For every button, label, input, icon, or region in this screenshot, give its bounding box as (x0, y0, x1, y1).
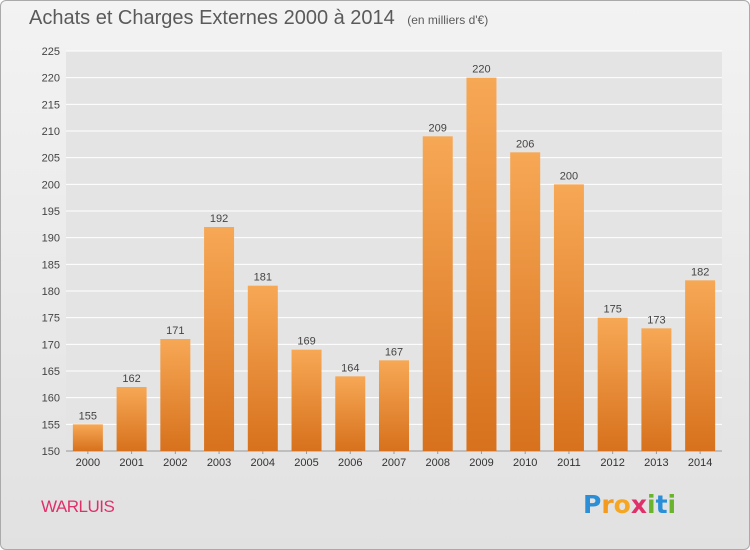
x-tick-label: 2004 (251, 457, 275, 469)
y-tick-label: 165 (42, 366, 60, 378)
x-tick-label: 2000 (76, 457, 100, 469)
bar (291, 349, 322, 451)
x-tick-label: 2011 (557, 457, 581, 469)
y-tick-label: 220 (42, 73, 60, 85)
x-tick-label: 2014 (688, 457, 712, 469)
bar-value-label: 220 (472, 64, 490, 76)
chart-title: Achats et Charges Externes 2000 à 2014 (… (29, 7, 488, 30)
y-tick-label: 180 (42, 286, 60, 298)
bar (335, 376, 366, 451)
bar (72, 424, 103, 451)
x-tick-label: 2002 (163, 457, 187, 469)
bar (553, 184, 584, 452)
bar (641, 328, 672, 451)
x-tick-label: 2010 (513, 457, 537, 469)
bar-value-label: 173 (647, 314, 665, 326)
bar-value-label: 206 (516, 138, 534, 150)
y-tick-label: 190 (42, 233, 60, 245)
bar-value-label: 209 (429, 122, 447, 134)
x-tick-label: 2003 (207, 457, 231, 469)
bar (116, 387, 147, 451)
proxiti-logo: Proxiti (583, 490, 676, 519)
y-tick-label: 185 (42, 259, 60, 271)
y-tick-label: 170 (42, 339, 60, 351)
bar (247, 285, 278, 451)
x-tick-label: 2006 (338, 457, 362, 469)
bar-value-label: 182 (691, 266, 709, 278)
commune-name: WARLUIS (41, 497, 115, 516)
bar-value-label: 171 (166, 325, 184, 337)
bar-value-label: 164 (341, 362, 359, 374)
bar-value-label: 167 (385, 346, 403, 358)
bar-value-label: 175 (603, 304, 621, 316)
x-tick-label: 2007 (382, 457, 406, 469)
x-tick-label: 2012 (600, 457, 624, 469)
x-tick-label: 2009 (469, 457, 493, 469)
x-tick-label: 2013 (644, 457, 668, 469)
y-tick-label: 175 (42, 313, 60, 325)
bar-value-label: 162 (122, 373, 140, 385)
x-tick-label: 2001 (119, 457, 143, 469)
logo-letter: x (630, 490, 647, 519)
logo-letter: i (667, 490, 677, 519)
x-tick-label: 2005 (294, 457, 318, 469)
y-tick-label: 210 (42, 126, 60, 138)
logo-letter: P (583, 490, 602, 519)
y-tick-label: 200 (42, 179, 60, 191)
bar-value-label: 169 (297, 336, 315, 348)
bar (597, 317, 628, 451)
x-tick-label: 2008 (425, 457, 449, 469)
bar (466, 77, 497, 452)
logo-letter: i (647, 490, 656, 519)
bar-value-label: 200 (560, 170, 578, 182)
y-tick-label: 155 (42, 419, 60, 431)
chart-unit: (en milliers d'€) (407, 13, 489, 27)
bar (422, 136, 453, 452)
bar (379, 360, 409, 451)
chart-title-text: Achats et Charges Externes 2000 à 2014 (29, 7, 395, 29)
plot-area: 150 155 160 165 170 175 180 185 190 195 200 205 210 2… (42, 46, 722, 469)
bar-value-label: 181 (254, 272, 272, 284)
logo-letter: o (613, 490, 631, 519)
y-tick-label: 225 (42, 46, 60, 58)
logo-letter: r (601, 490, 614, 519)
bar (204, 227, 235, 451)
bar (685, 280, 716, 451)
y-tick-label: 205 (42, 153, 60, 165)
bar (510, 152, 541, 452)
bar-value-label: 192 (210, 213, 228, 225)
logo-letter: t (655, 490, 668, 519)
bar-value-label: 155 (79, 410, 97, 422)
y-tick-label: 150 (42, 446, 60, 458)
y-tick-label: 215 (42, 99, 60, 111)
bar (160, 339, 191, 451)
y-tick-label: 195 (42, 206, 60, 218)
y-tick-label: 160 (42, 393, 60, 405)
